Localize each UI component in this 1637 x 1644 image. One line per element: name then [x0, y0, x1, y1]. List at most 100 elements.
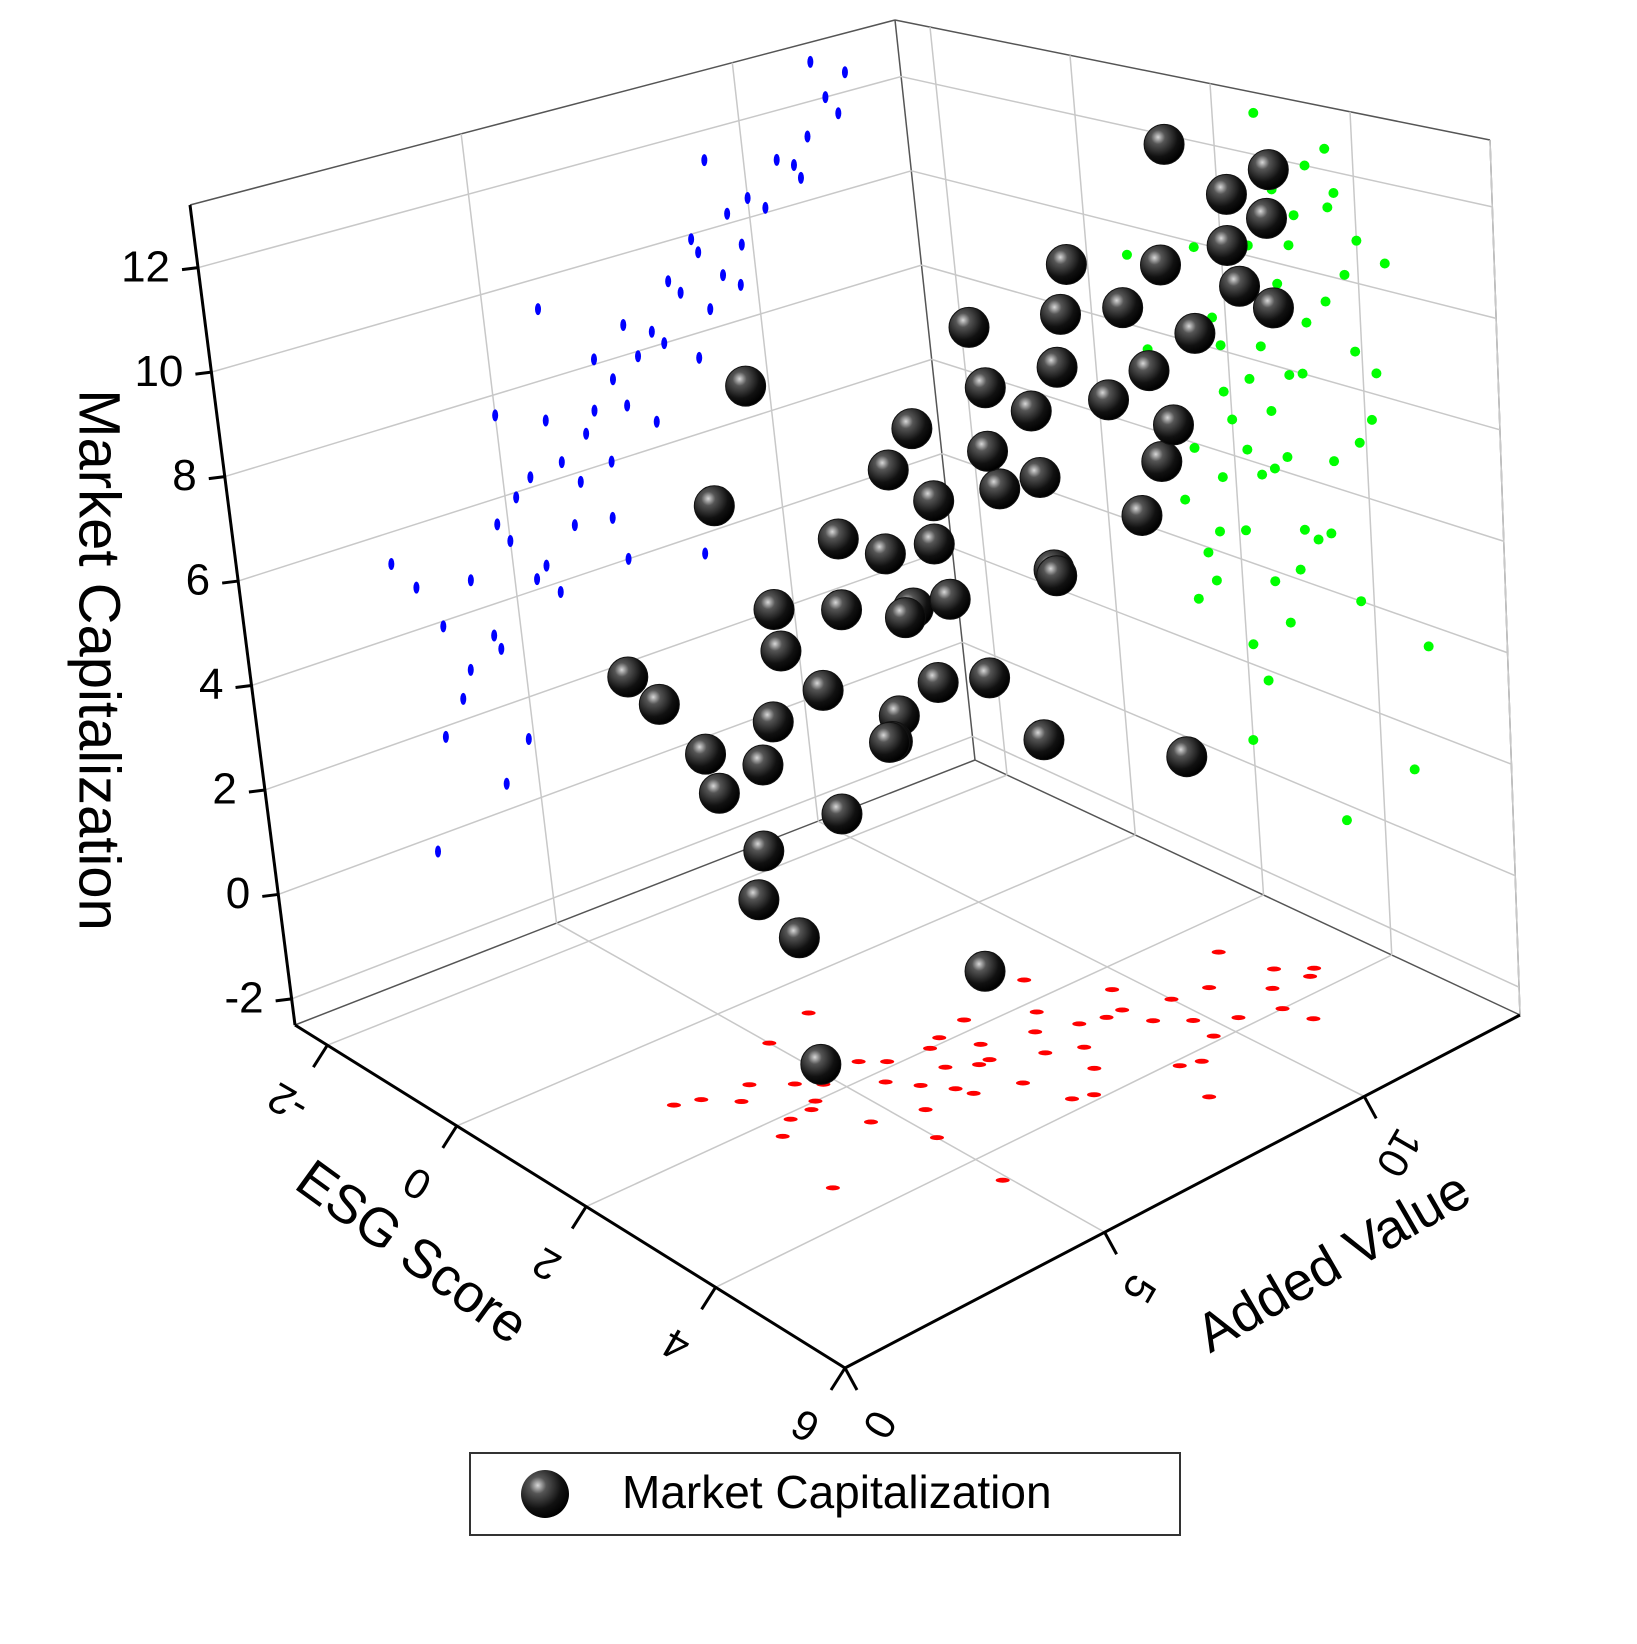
x-tick-label: -2 [260, 1073, 316, 1132]
floor-projection [1186, 1018, 1201, 1024]
data-point [917, 662, 959, 704]
floor-projection [1087, 1092, 1102, 1098]
floor-projection [851, 1059, 866, 1065]
left-wall-projection [822, 91, 829, 104]
right-wall-projection [1339, 269, 1350, 280]
floor-projection [762, 1040, 777, 1046]
floor-projection [742, 1082, 757, 1088]
data-point [929, 578, 971, 620]
right-wall-projection [1299, 524, 1310, 535]
data-point [1010, 390, 1052, 432]
right-wall-projection [1248, 107, 1259, 118]
left-wall-projection [557, 586, 564, 599]
y-axis-line [844, 1013, 1521, 1370]
data-point [760, 630, 802, 672]
right-wall-projection [1217, 472, 1228, 483]
floor-projection [1267, 966, 1282, 972]
points-layer [607, 123, 1294, 1085]
floor-projection [804, 1107, 819, 1113]
right-wall-projection [1299, 160, 1310, 171]
grid-line [460, 133, 558, 924]
left-wall-projection [388, 557, 395, 570]
right-wall-projection [1328, 187, 1339, 198]
x-tick [700, 1286, 717, 1311]
left-wall-projection [661, 337, 668, 350]
z-tick [262, 892, 279, 898]
box-edge [294, 759, 976, 1026]
x-tick-label: 2 [525, 1238, 569, 1290]
data-point [738, 879, 780, 921]
x-axis-line [294, 1023, 846, 1370]
floor-projection [808, 1098, 823, 1104]
y-tick [1103, 1231, 1118, 1255]
left-wall-projection [701, 154, 708, 167]
z-tick [208, 475, 225, 481]
left-wall-projection [773, 153, 780, 166]
right-wall-projection [1341, 815, 1352, 826]
floor-projection [1306, 1016, 1321, 1022]
left-wall-projection [744, 191, 751, 204]
left-wall-projection [525, 732, 532, 745]
x-tick [441, 1125, 459, 1149]
grid-line [929, 26, 1008, 776]
grid-line [900, 75, 1493, 208]
right-wall-projection [1121, 249, 1132, 260]
left-wall-projection [841, 66, 848, 79]
data-point [725, 365, 767, 407]
right-wall-projection [1351, 235, 1362, 246]
grid-line [224, 264, 922, 478]
data-point [1174, 312, 1216, 354]
grid-line [211, 170, 912, 373]
data-point [1036, 346, 1078, 388]
data-point [964, 950, 1006, 992]
data-point [1045, 243, 1087, 285]
right-wall-projection [1282, 452, 1293, 463]
right-wall-projection [1266, 405, 1277, 416]
floor-projection [1077, 1044, 1092, 1050]
left-wall-projection [467, 663, 474, 676]
grid-line [1209, 83, 1265, 896]
right-wall-projection [1329, 456, 1340, 467]
right-wall-projection [1295, 564, 1306, 575]
right-wall-projection [1214, 526, 1225, 537]
right-wall-projection [1215, 340, 1226, 351]
right-wall-projection [1379, 258, 1390, 269]
left-wall-projection [625, 552, 632, 565]
floor-projection [1029, 1009, 1044, 1015]
x-tick [312, 1044, 329, 1068]
floor-projection [973, 1041, 988, 1047]
data-point [884, 597, 926, 639]
grid-line [197, 75, 902, 269]
z-tick-label: 8 [172, 451, 196, 500]
left-wall-projection [609, 511, 616, 524]
data-point [1140, 244, 1182, 286]
data-point [964, 367, 1006, 409]
left-wall-projection [695, 246, 702, 259]
z-tick-label: 10 [134, 347, 183, 396]
left-wall-projection [807, 55, 814, 68]
legend-symbol [521, 1470, 569, 1518]
y-tick [843, 1367, 859, 1391]
right-wall-projection [1313, 534, 1324, 545]
floor-projection [918, 1107, 933, 1113]
data-point [1252, 287, 1294, 329]
grid-line [715, 954, 1393, 1288]
left-wall-projection [467, 574, 474, 587]
left-wall-projection [702, 547, 709, 560]
floor-projection [880, 1059, 895, 1065]
left-wall-projection [624, 399, 631, 412]
floor-projection [694, 1097, 709, 1103]
right-wall-projection [1319, 143, 1330, 154]
grid-line [327, 774, 1008, 1046]
box-edge [894, 19, 1491, 141]
grid-line [1349, 111, 1393, 956]
left-wall-projection [653, 415, 660, 428]
data-point [1246, 197, 1288, 239]
z-tick-label: 4 [199, 660, 223, 709]
right-wall-projection [1283, 240, 1294, 251]
left-wall-projection [494, 518, 501, 531]
left-wall-projection [498, 642, 505, 655]
floor-projection [957, 1017, 972, 1023]
left-wall-projection [737, 278, 744, 291]
right-wall-projection [1218, 386, 1229, 397]
